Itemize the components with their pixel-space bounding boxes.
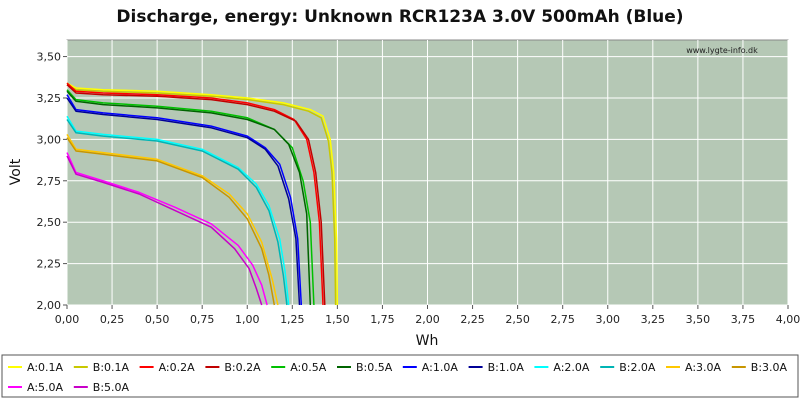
legend-item: B:0.1A xyxy=(73,361,130,374)
series-line-b-5-0a xyxy=(66,155,263,306)
legend-item: B:1.0A xyxy=(468,361,525,374)
y-axis-label: Volt xyxy=(8,158,24,185)
x-tick-label: 3,75 xyxy=(731,313,756,326)
legend-item: A:0.1A xyxy=(8,361,64,374)
x-tick-label: 0,25 xyxy=(100,313,125,326)
legend-label: B:0.1A xyxy=(93,361,130,374)
series-line-b-0-1a xyxy=(66,84,337,306)
series-line-a-0-1a xyxy=(66,82,339,306)
x-axis-ticks: 0,00 0,25 0,50 0,75 1,00 1,25 1,50 1,75 2,00 2,25… xyxy=(55,305,800,326)
x-tick-label: 0,75 xyxy=(190,313,215,326)
series-line-b-2-0a xyxy=(66,119,288,306)
legend-label: A:3.0A xyxy=(685,361,722,374)
x-tick-label: 1,75 xyxy=(370,313,395,326)
legend-label: A:5.0A xyxy=(27,381,64,394)
y-tick-label: 3,00 xyxy=(37,133,62,146)
legend-item: B:2.0A xyxy=(600,361,656,374)
series-line-a-2-0a xyxy=(66,115,290,306)
legend-item: A:1.0A xyxy=(402,361,459,374)
legend-item: B:5.0A xyxy=(73,381,130,394)
legend-item: A:5.0A xyxy=(8,381,64,394)
series-line-b-0-2a xyxy=(66,84,326,306)
series-line-b-0-5a xyxy=(66,90,312,306)
x-tick-label: 2,25 xyxy=(460,313,485,326)
legend-item: B:0.2A xyxy=(205,361,261,374)
y-tick-label: 2,00 xyxy=(37,299,62,312)
x-tick-label: 2,50 xyxy=(505,313,530,326)
legend-item: A:0.2A xyxy=(139,361,196,374)
legend-label: B:0.5A xyxy=(356,361,393,374)
y-axis-ticks: 2,00 2,25 2,50 2,75 3,00 3,25 3,50 xyxy=(37,51,67,312)
legend-box xyxy=(1,354,799,398)
legend-item: A:3.0A xyxy=(666,361,722,374)
x-axis-label: Wh xyxy=(416,333,439,349)
y-tick-label: 3,25 xyxy=(37,92,62,105)
series-line-b-3-0a xyxy=(66,137,276,306)
x-tick-label: 3,25 xyxy=(641,313,666,326)
chart-title: Discharge, energy: Unknown RCR123A 3.0V … xyxy=(116,7,683,27)
legend-label: A:0.2A xyxy=(159,361,196,374)
x-tick-label: 3,00 xyxy=(596,313,621,326)
y-tick-label: 2,75 xyxy=(37,175,62,188)
series-line-a-0-5a xyxy=(66,89,315,306)
x-tick-label: 4,00 xyxy=(776,313,800,326)
legend-item: A:0.5A xyxy=(271,361,327,374)
legend-label: B:1.0A xyxy=(488,361,525,374)
series-line-a-1-0a xyxy=(66,94,303,306)
legend-label: A:0.1A xyxy=(27,361,64,374)
x-tick-label: 0,50 xyxy=(145,313,170,326)
x-tick-label: 1,25 xyxy=(280,313,305,326)
series-line-b-1-0a xyxy=(66,97,301,306)
legend: A:0.1A B:0.1A A:0.2A B:0.2A A:0.5A B:0.5A A:1.… xyxy=(8,361,788,394)
x-tick-label: 1,00 xyxy=(235,313,260,326)
y-tick-label: 2,50 xyxy=(37,216,62,229)
x-tick-label: 2,00 xyxy=(415,313,440,326)
legend-label: B:0.2A xyxy=(224,361,261,374)
legend-label: B:2.0A xyxy=(619,361,656,374)
legend-label: A:1.0A xyxy=(422,361,459,374)
x-tick-label: 2,75 xyxy=(550,313,575,326)
series-lines xyxy=(66,82,339,306)
legend-item: B:0.5A xyxy=(337,361,393,374)
series-line-a-0-2a xyxy=(66,82,324,306)
x-tick-label: 3,50 xyxy=(686,313,711,326)
legend-label: B:3.0A xyxy=(751,361,788,374)
series-line-a-5-0a xyxy=(66,152,268,306)
legend-item: A:2.0A xyxy=(534,361,590,374)
legend-item: B:3.0A xyxy=(731,361,788,374)
y-tick-label: 3,50 xyxy=(37,51,62,64)
x-tick-label: 0,00 xyxy=(55,313,80,326)
y-tick-label: 2,25 xyxy=(37,258,62,271)
legend-label: A:2.0A xyxy=(553,361,590,374)
legend-label: B:5.0A xyxy=(93,381,130,394)
x-tick-label: 1,50 xyxy=(325,313,350,326)
legend-label: A:0.5A xyxy=(290,361,327,374)
watermark: www.lygte-info.dk xyxy=(686,46,758,55)
series-line-a-3-0a xyxy=(66,134,279,306)
